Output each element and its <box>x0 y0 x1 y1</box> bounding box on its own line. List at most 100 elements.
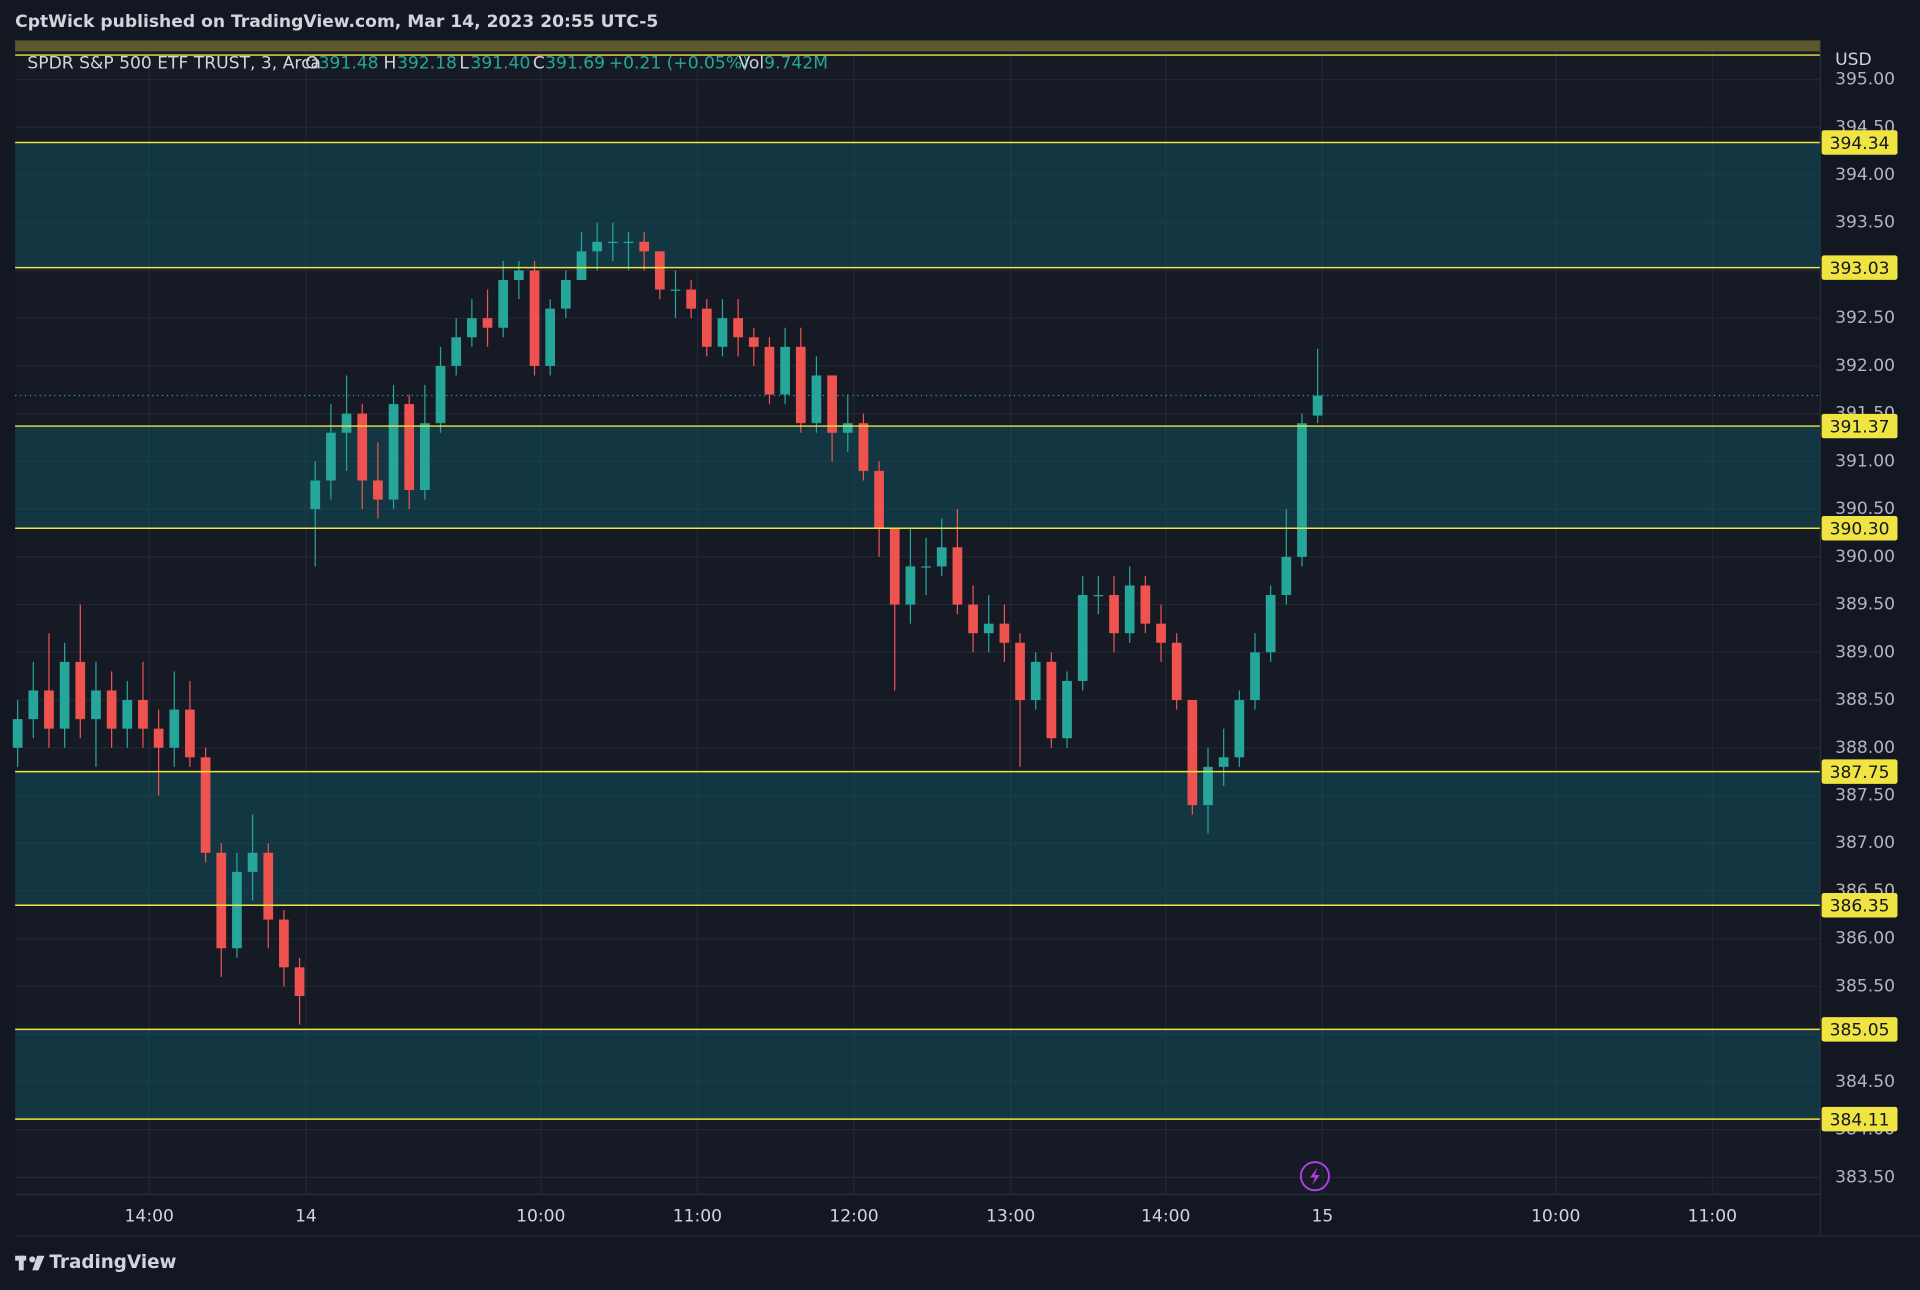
candle-body <box>341 413 352 433</box>
candle-body <box>827 375 837 433</box>
candle-body <box>498 280 509 328</box>
level-label-box <box>1821 130 1898 155</box>
currency: USD <box>1835 50 1872 70</box>
candle-body <box>122 700 133 729</box>
x-tick-label: 14:00 <box>1141 1207 1190 1227</box>
candle-body <box>59 661 70 729</box>
candle-body <box>623 241 634 244</box>
candle-body <box>467 318 477 338</box>
candle-body <box>811 375 822 424</box>
level-label-box <box>1821 759 1898 784</box>
candle-body <box>1250 652 1260 701</box>
y-tick-label: 384.50 <box>1835 1072 1895 1092</box>
candle-body <box>936 547 947 567</box>
y-tick-label: 389.50 <box>1835 595 1895 615</box>
legend-label: Vol <box>738 54 764 74</box>
candle-body <box>44 690 54 729</box>
top-band <box>15 40 1821 52</box>
legend-label: C <box>533 54 545 74</box>
candle-body <box>185 709 195 758</box>
publish-title: CptWick published on TradingView.com, Ma… <box>15 12 658 32</box>
candle-body <box>670 289 681 291</box>
candle-body <box>560 280 571 309</box>
x-tick-label: 12:00 <box>829 1207 878 1227</box>
layer: 383.50384.00384.50385.00385.50386.00386.… <box>12 70 1895 1227</box>
level-label: 385.05 <box>1830 1021 1890 1041</box>
layer <box>15 40 1821 1195</box>
level-label-box <box>1821 413 1898 439</box>
layer: 394.34 393.03 391.37 390.30 387.75 386.35 385.… <box>1821 130 1898 1132</box>
candle-body <box>1312 395 1323 416</box>
candle-body <box>388 404 399 500</box>
y-tick-label: 390.50 <box>1835 499 1895 519</box>
level-label: 391.37 <box>1830 417 1890 437</box>
candle-body <box>639 241 650 252</box>
x-tick-label: 10:00 <box>516 1207 565 1227</box>
level-label-box <box>1821 1106 1898 1132</box>
candle-body <box>1218 757 1229 767</box>
candle-body <box>592 241 603 252</box>
candle-body <box>1109 595 1119 634</box>
y-tick-label: 393.50 <box>1835 213 1895 233</box>
candle-body <box>983 623 994 634</box>
legend-label: O <box>305 54 318 74</box>
y-tick-label: 387.50 <box>1835 786 1895 806</box>
y-tick-label: 395.00 <box>1835 70 1895 90</box>
level-label-box <box>1821 255 1898 280</box>
logo-shape <box>18 1255 24 1271</box>
y-tick-label: 388.50 <box>1835 690 1895 710</box>
candle-body <box>607 241 618 244</box>
candle-body <box>874 470 884 529</box>
x-tick-label: 15 <box>1311 1207 1333 1227</box>
candle-body <box>247 852 258 872</box>
candle-body <box>263 852 274 920</box>
symbol: SPDR S&P 500 ETF TRUST, 3, Arca <box>27 54 321 74</box>
candle-body <box>232 871 242 949</box>
legend-value: 392.18 <box>397 54 457 74</box>
candle-body <box>748 337 759 347</box>
candle-body <box>1030 661 1041 701</box>
candle-body <box>905 566 916 605</box>
candle-body <box>12 719 23 748</box>
x-tick-label: 13:00 <box>986 1207 1035 1227</box>
logo <box>15 1255 45 1271</box>
level-label: 387.75 <box>1830 763 1890 783</box>
level-label-box <box>1821 893 1898 918</box>
candle-body <box>75 661 86 720</box>
candle-body <box>889 528 900 605</box>
candle-body <box>717 318 728 347</box>
zone <box>15 142 1821 268</box>
x-tick-label: 10:00 <box>1531 1207 1580 1227</box>
candle-body <box>28 690 39 720</box>
y-tick-label: 390.00 <box>1835 547 1895 567</box>
zone <box>15 1029 1821 1120</box>
level-label-box <box>1821 515 1898 541</box>
y-tick-label: 388.00 <box>1835 738 1895 758</box>
y-tick-label: 387.00 <box>1835 833 1895 853</box>
candle-body <box>1265 595 1276 653</box>
candle-body <box>294 967 305 996</box>
candle-body <box>968 604 978 634</box>
legend-change: +0.21 (+0.05%) <box>609 54 749 74</box>
candle-body <box>1187 700 1198 806</box>
candle-body <box>921 566 931 568</box>
level-label: 390.30 <box>1830 519 1890 539</box>
candle-body <box>654 251 665 290</box>
x-tick-label: 14 <box>295 1207 317 1227</box>
candle-body <box>1093 595 1104 597</box>
candle-body <box>733 318 743 338</box>
candle-body <box>701 308 712 347</box>
candle-body <box>310 480 321 510</box>
y-tick-label: 386.00 <box>1835 929 1895 949</box>
logo-shape <box>29 1256 36 1263</box>
candle-body <box>795 346 806 424</box>
candle-body <box>91 690 101 720</box>
event-icon[interactable] <box>1299 1161 1330 1192</box>
candle-body <box>420 423 430 491</box>
candle-body <box>153 728 164 748</box>
candle-body <box>373 480 383 500</box>
candle-body <box>1015 642 1025 701</box>
x-tick-label: 11:00 <box>673 1207 722 1227</box>
